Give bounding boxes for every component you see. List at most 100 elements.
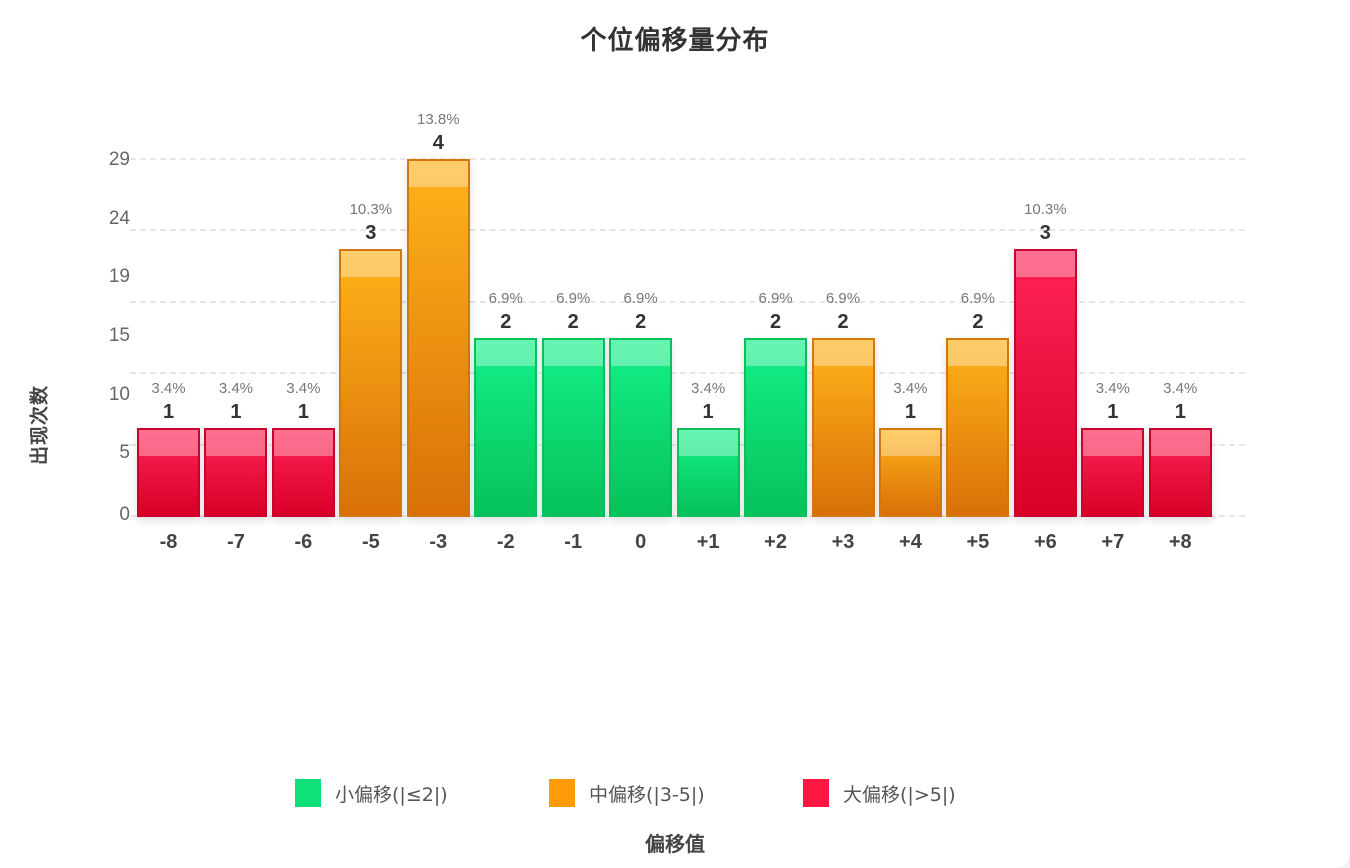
bar--7[interactable] bbox=[204, 427, 268, 517]
bar-value-label: 1 bbox=[162, 400, 175, 423]
x-tick-label: -2 bbox=[496, 531, 515, 553]
bar-value-label: 4 bbox=[432, 132, 444, 154]
x-tick-label: -8 bbox=[159, 531, 178, 553]
bar--3[interactable] bbox=[406, 159, 470, 517]
bar-value-label: 2 bbox=[972, 311, 984, 333]
x-tick-label: +7 bbox=[1101, 531, 1125, 553]
bar-+2[interactable] bbox=[744, 338, 808, 517]
legend-swatch-small bbox=[295, 779, 321, 807]
y-tick-label: 29 bbox=[108, 149, 130, 170]
bar-+6[interactable] bbox=[1013, 248, 1077, 517]
bar-0[interactable] bbox=[609, 338, 673, 517]
bar-highlight bbox=[880, 429, 940, 456]
legend-swatch-medium bbox=[549, 779, 575, 807]
x-tick-label: -7 bbox=[227, 531, 245, 553]
bar-highlight bbox=[341, 250, 401, 277]
y-tick-label: 0 bbox=[119, 504, 130, 525]
bar-percent-label: 6.9% bbox=[556, 290, 591, 307]
legend-item-large[interactable]: 大偏移(|>5|) bbox=[803, 778, 956, 808]
bar-highlight bbox=[273, 429, 333, 456]
legend-label-large: 大偏移(|>5|) bbox=[843, 783, 956, 806]
legend-label-medium: 中偏移(|3-5|) bbox=[589, 783, 705, 806]
bar-highlight bbox=[948, 340, 1008, 366]
bar--1[interactable] bbox=[541, 338, 605, 517]
bar-+3[interactable] bbox=[811, 338, 875, 517]
bar-+4[interactable] bbox=[878, 427, 942, 517]
bar-percent-label: 3.4% bbox=[1095, 379, 1130, 397]
y-tick-label: 5 bbox=[119, 442, 130, 463]
bar-+7[interactable] bbox=[1081, 427, 1145, 517]
gridline bbox=[130, 229, 1245, 232]
x-tick-label: -6 bbox=[294, 531, 313, 553]
x-tick-label: 0 bbox=[635, 531, 647, 553]
bar-percent-label: 10.3% bbox=[1024, 200, 1067, 218]
legend-item-medium[interactable]: 中偏移(|3-5|) bbox=[549, 778, 705, 808]
x-tick-label: -3 bbox=[429, 531, 448, 553]
bar-percent-label: 3.4% bbox=[893, 379, 928, 397]
x-tick-label: +8 bbox=[1168, 531, 1192, 553]
bar-+5[interactable] bbox=[946, 338, 1010, 517]
x-tick-label: +4 bbox=[899, 531, 922, 553]
legend: 小偏移(|≤2|) 中偏移(|3-5|) 大偏移(|>5|) bbox=[0, 778, 1350, 808]
bar-percent-label: 3.4% bbox=[286, 379, 321, 397]
bar-percent-label: 13.8% bbox=[417, 111, 460, 128]
gridline bbox=[130, 372, 1245, 375]
bar-value-label: 2 bbox=[837, 311, 849, 333]
bar-percent-label: 6.9% bbox=[488, 290, 523, 307]
bar-highlight bbox=[678, 429, 738, 456]
bar-+1[interactable] bbox=[676, 427, 740, 517]
bar-value-label: 1 bbox=[230, 400, 242, 423]
y-tick-label: 19 bbox=[108, 266, 130, 287]
x-tick-label: +2 bbox=[764, 531, 787, 553]
bar-percent-label: 6.9% bbox=[758, 290, 793, 307]
bar-percent-label: 10.3% bbox=[349, 200, 393, 218]
bar-percent-label: 3.4% bbox=[218, 379, 254, 397]
x-tick-label: +3 bbox=[831, 531, 855, 553]
legend-item-small[interactable]: 小偏移(|≤2|) bbox=[295, 778, 448, 808]
bar-highlight bbox=[746, 340, 806, 366]
bar--5[interactable] bbox=[339, 248, 403, 517]
bar-highlight bbox=[543, 340, 603, 366]
bar-percent-label: 3.4% bbox=[151, 379, 186, 397]
x-tick-label: -5 bbox=[361, 531, 380, 553]
gridline bbox=[130, 158, 1245, 160]
gridline bbox=[130, 300, 1245, 303]
bar-percent-label: 3.4% bbox=[1163, 379, 1198, 397]
y-axis-title: 出现次数 bbox=[28, 384, 51, 466]
bar-percent-label: 6.9% bbox=[623, 290, 658, 307]
bar-highlight bbox=[813, 340, 873, 366]
bar-value-label: 1 bbox=[904, 400, 916, 423]
chart-title: 个位偏移量分布 bbox=[580, 26, 770, 56]
legend-label-small: 小偏移(|≤2|) bbox=[335, 783, 448, 806]
bar-highlight bbox=[1083, 429, 1143, 456]
bar-highlight bbox=[408, 161, 468, 187]
bar--2[interactable] bbox=[474, 338, 538, 517]
bar-value-label: 1 bbox=[702, 400, 714, 423]
bar-+8[interactable] bbox=[1148, 427, 1212, 517]
y-tick-label: 15 bbox=[108, 325, 130, 346]
bar-value-label: 3 bbox=[365, 221, 377, 244]
x-tick-label: +5 bbox=[966, 531, 990, 553]
bar-percent-label: 6.9% bbox=[825, 290, 861, 307]
x-axis-title: 偏移值 bbox=[645, 832, 705, 856]
bar-highlight bbox=[476, 340, 536, 366]
bar--8[interactable] bbox=[137, 427, 200, 517]
bar-highlight bbox=[1150, 429, 1210, 456]
x-tick-label: +1 bbox=[696, 531, 720, 553]
bar-value-label: 2 bbox=[635, 311, 647, 333]
bar-value-label: 2 bbox=[500, 311, 512, 333]
legend-swatch-large bbox=[803, 779, 829, 807]
bar-highlight bbox=[1015, 250, 1075, 277]
y-tick-label: 24 bbox=[108, 208, 130, 229]
bar-value-label: 1 bbox=[1174, 400, 1186, 423]
bar-highlight bbox=[139, 429, 198, 456]
bar--6[interactable] bbox=[271, 427, 335, 517]
bar-value-label: 1 bbox=[297, 400, 309, 423]
x-tick-label: -1 bbox=[564, 531, 583, 553]
x-tick-label: +6 bbox=[1033, 531, 1057, 553]
bar-percent-label: 3.4% bbox=[690, 379, 726, 397]
bar-value-label: 2 bbox=[567, 311, 579, 333]
bar-value-label: 1 bbox=[1107, 400, 1119, 423]
bar-percent-label: 6.9% bbox=[960, 290, 995, 307]
